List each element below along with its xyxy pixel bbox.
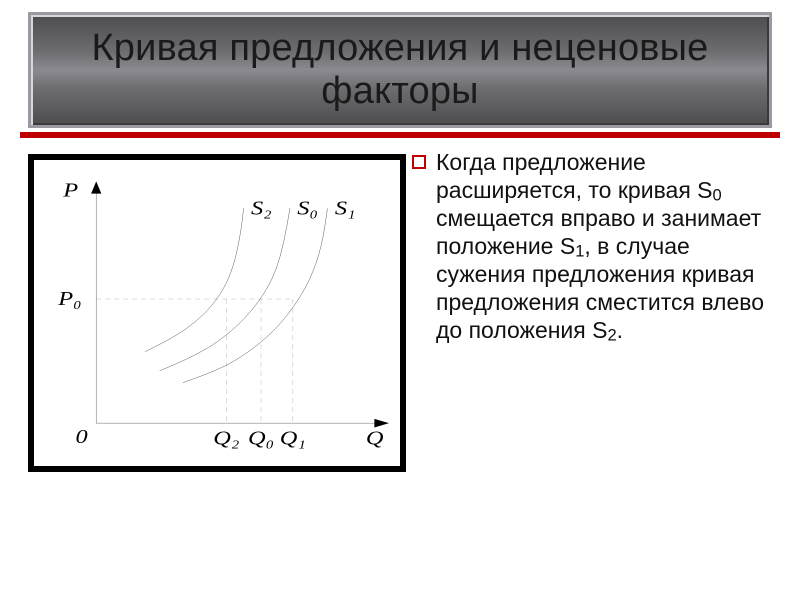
svg-text:S₀: S₀ — [297, 196, 318, 219]
content-row: P Q 0 P₀ Q₂ Q₀ Q₁ S₂ S₀ S₁ Когда предложение расш… — [14, 138, 786, 472]
svg-text:Q: Q — [366, 426, 384, 449]
svg-text:Q₂: Q₂ — [213, 426, 239, 449]
text-column: Когда предложение расширяется, то кривая… — [412, 148, 778, 344]
svg-text:S₁: S₁ — [335, 196, 356, 219]
chart-frame: P Q 0 P₀ Q₂ Q₀ Q₁ S₂ S₀ S₁ — [28, 154, 406, 472]
svg-text:0: 0 — [75, 425, 87, 448]
svg-text:P: P — [62, 179, 78, 202]
slide: Кривая предложения и неценовые факторы P… — [0, 0, 800, 600]
title-banner: Кривая предложения и неценовые факторы — [28, 12, 772, 128]
body-text: Когда предложение расширяется, то кривая… — [436, 148, 778, 344]
svg-text:Q₀: Q₀ — [248, 426, 274, 449]
bullet-item: Когда предложение расширяется, то кривая… — [412, 148, 778, 344]
square-bullet-icon — [412, 155, 426, 169]
svg-text:S₂: S₂ — [251, 196, 272, 219]
supply-chart: P Q 0 P₀ Q₂ Q₀ Q₁ S₂ S₀ S₁ — [34, 160, 400, 466]
page-title: Кривая предложения и неценовые факторы — [44, 27, 756, 114]
svg-text:Q₁: Q₁ — [280, 426, 306, 449]
svg-text:P₀: P₀ — [57, 287, 81, 310]
